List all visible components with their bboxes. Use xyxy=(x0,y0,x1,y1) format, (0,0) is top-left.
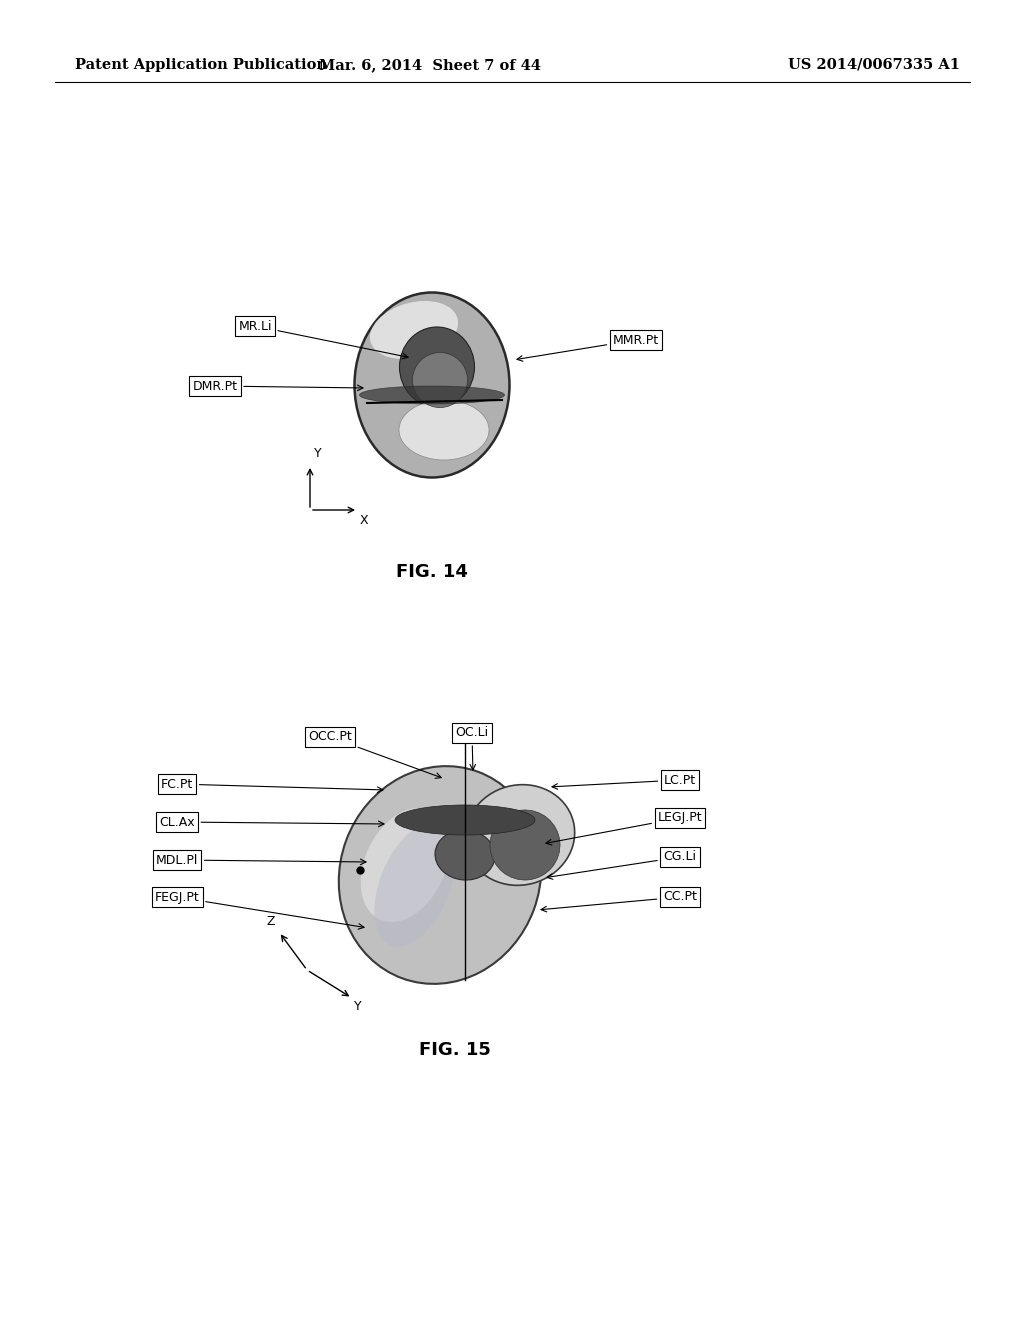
Text: CL.Ax: CL.Ax xyxy=(159,816,384,829)
Text: FIG. 14: FIG. 14 xyxy=(396,564,468,581)
Text: Z: Z xyxy=(266,915,275,928)
Text: Y: Y xyxy=(314,447,322,459)
Text: CG.Li: CG.Li xyxy=(547,850,696,879)
Ellipse shape xyxy=(435,830,495,880)
Text: Patent Application Publication: Patent Application Publication xyxy=(75,58,327,73)
Text: MDL.Pl: MDL.Pl xyxy=(156,854,366,866)
Ellipse shape xyxy=(360,808,450,921)
Text: FC.Pt: FC.Pt xyxy=(161,777,383,792)
Ellipse shape xyxy=(395,805,535,836)
Ellipse shape xyxy=(375,824,456,946)
Ellipse shape xyxy=(399,400,489,459)
Text: OCC.Pt: OCC.Pt xyxy=(308,730,441,779)
Text: Mar. 6, 2014  Sheet 7 of 44: Mar. 6, 2014 Sheet 7 of 44 xyxy=(319,58,541,73)
Text: DMR.Pt: DMR.Pt xyxy=(193,380,362,392)
Text: FEGJ.Pt: FEGJ.Pt xyxy=(155,891,364,929)
Text: FIG. 15: FIG. 15 xyxy=(419,1041,490,1059)
Ellipse shape xyxy=(370,301,458,359)
Ellipse shape xyxy=(465,784,574,886)
Ellipse shape xyxy=(413,352,468,408)
Ellipse shape xyxy=(399,327,474,407)
Text: MMR.Pt: MMR.Pt xyxy=(517,334,659,362)
Text: US 2014/0067335 A1: US 2014/0067335 A1 xyxy=(788,58,961,73)
Text: OC.Li: OC.Li xyxy=(456,726,488,770)
Text: CC.Pt: CC.Pt xyxy=(541,891,697,912)
Text: LEGJ.Pt: LEGJ.Pt xyxy=(546,812,702,845)
Text: Y: Y xyxy=(354,1001,361,1012)
Text: MR.Li: MR.Li xyxy=(239,319,408,359)
Ellipse shape xyxy=(354,293,510,478)
Text: LC.Pt: LC.Pt xyxy=(552,774,696,789)
Text: X: X xyxy=(360,513,369,527)
Ellipse shape xyxy=(339,766,542,983)
Ellipse shape xyxy=(490,810,560,880)
Ellipse shape xyxy=(359,385,505,404)
